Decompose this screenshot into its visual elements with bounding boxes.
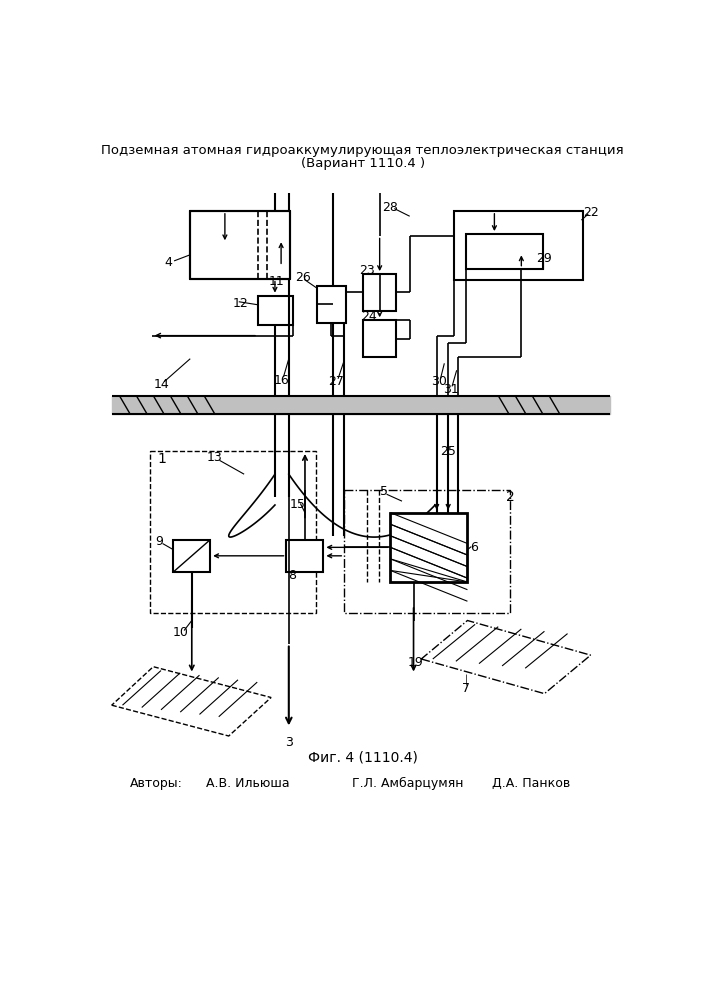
Text: (Вариант 1110.4 ): (Вариант 1110.4 ) <box>300 157 425 170</box>
Bar <box>466 234 543 269</box>
Text: 28: 28 <box>382 201 398 214</box>
Bar <box>344 490 510 613</box>
Text: 11: 11 <box>269 275 284 288</box>
Text: 13: 13 <box>207 451 223 464</box>
Text: 8: 8 <box>288 569 296 582</box>
Text: 29: 29 <box>537 252 552 265</box>
Text: 10: 10 <box>173 626 189 639</box>
Bar <box>150 451 316 613</box>
Text: 22: 22 <box>583 206 599 219</box>
Text: 27: 27 <box>329 375 344 388</box>
Text: 7: 7 <box>462 682 470 695</box>
Bar <box>190 211 291 279</box>
Bar <box>286 540 324 572</box>
Text: 24: 24 <box>361 310 377 323</box>
Text: 23: 23 <box>359 264 375 277</box>
Text: 31: 31 <box>443 383 458 396</box>
Text: 26: 26 <box>295 271 310 284</box>
Text: 14: 14 <box>154 378 170 391</box>
Bar <box>363 274 396 311</box>
Text: 9: 9 <box>156 535 163 548</box>
Bar <box>454 211 583 280</box>
Text: Г.Л. Амбарцумян: Г.Л. Амбарцумян <box>352 777 464 790</box>
Bar <box>363 320 396 357</box>
Text: Фиг. 4 (1110.4): Фиг. 4 (1110.4) <box>308 751 418 765</box>
Text: 15: 15 <box>290 498 306 512</box>
Bar <box>390 513 467 582</box>
Text: А.В. Ильюша: А.В. Ильюша <box>206 777 289 790</box>
Text: 1: 1 <box>158 452 167 466</box>
Text: Д.А. Панков: Д.А. Панков <box>492 777 571 790</box>
Bar <box>173 540 210 572</box>
Text: 5: 5 <box>380 485 388 498</box>
Text: Авторы:: Авторы: <box>130 777 183 790</box>
Text: 3: 3 <box>285 736 293 749</box>
Text: 16: 16 <box>273 374 289 387</box>
Text: 19: 19 <box>408 656 423 669</box>
Bar <box>317 286 346 323</box>
Text: 25: 25 <box>440 445 456 458</box>
Text: 2: 2 <box>506 490 515 504</box>
Text: 6: 6 <box>469 541 477 554</box>
Text: 30: 30 <box>431 375 447 388</box>
Bar <box>258 296 293 325</box>
Text: Подземная атомная гидроаккумулирующая теплоэлектрическая станция: Подземная атомная гидроаккумулирующая те… <box>101 144 624 157</box>
Text: 12: 12 <box>233 297 248 310</box>
Text: 4: 4 <box>165 256 173 269</box>
